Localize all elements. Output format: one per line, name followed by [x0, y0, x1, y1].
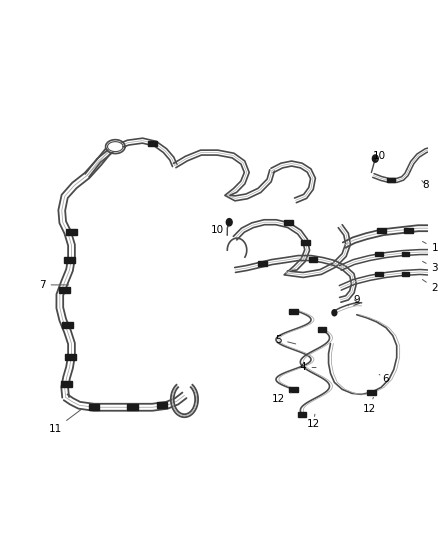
Text: 2: 2: [422, 279, 438, 293]
Text: 8: 8: [422, 181, 429, 190]
Bar: [88, 404, 99, 410]
Bar: [375, 272, 383, 276]
Bar: [431, 228, 438, 233]
Text: 4: 4: [300, 362, 316, 373]
Bar: [367, 390, 376, 395]
Bar: [61, 382, 72, 387]
Bar: [309, 256, 318, 262]
Text: 9: 9: [348, 295, 360, 306]
Bar: [375, 252, 383, 256]
Circle shape: [372, 155, 378, 162]
Circle shape: [226, 219, 232, 226]
Bar: [59, 287, 70, 293]
Text: 12: 12: [306, 414, 320, 429]
Text: 1: 1: [423, 241, 438, 253]
Circle shape: [332, 310, 337, 316]
Text: 6: 6: [379, 374, 389, 384]
Bar: [402, 252, 410, 256]
Bar: [289, 387, 298, 392]
Text: 10: 10: [373, 151, 386, 160]
Bar: [284, 220, 293, 225]
Bar: [298, 411, 307, 417]
Text: 5: 5: [276, 335, 296, 345]
Bar: [387, 179, 395, 182]
Bar: [258, 261, 267, 265]
Bar: [377, 228, 385, 233]
Text: 11: 11: [48, 409, 82, 434]
Polygon shape: [108, 142, 123, 151]
Text: 12: 12: [272, 393, 291, 405]
Text: 10: 10: [211, 225, 227, 235]
Bar: [157, 402, 167, 408]
Bar: [289, 309, 298, 314]
Bar: [148, 141, 157, 146]
Bar: [318, 327, 326, 332]
Text: 3: 3: [423, 261, 438, 273]
Bar: [429, 252, 437, 256]
Bar: [402, 272, 410, 276]
Bar: [404, 228, 413, 233]
Bar: [62, 322, 73, 328]
Bar: [429, 272, 437, 276]
Text: 12: 12: [363, 397, 376, 414]
Text: 7: 7: [39, 280, 69, 290]
Bar: [301, 240, 310, 245]
Bar: [65, 353, 76, 360]
Bar: [64, 257, 75, 263]
Bar: [66, 229, 77, 235]
Bar: [127, 404, 138, 410]
